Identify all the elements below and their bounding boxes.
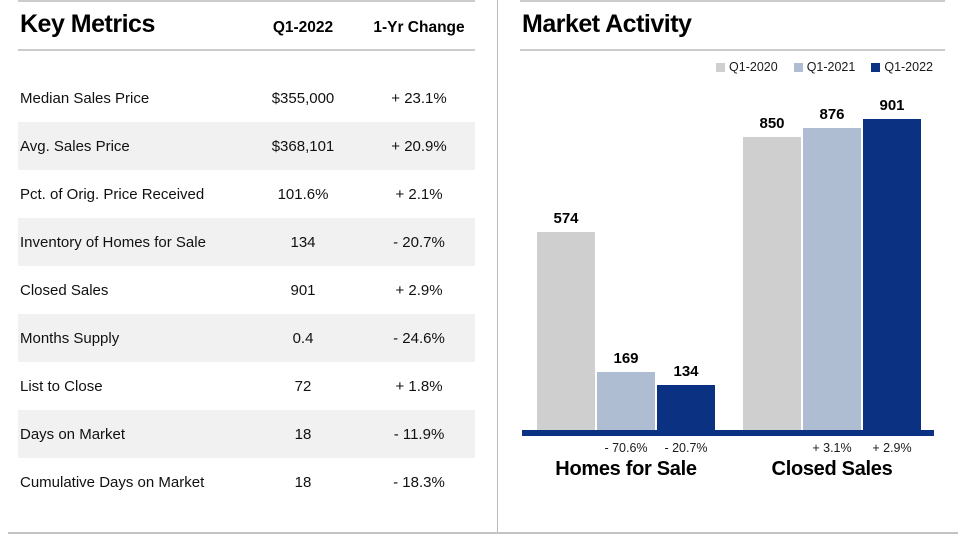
metric-label: Cumulative Days on Market <box>20 473 205 491</box>
table-row: Pct. of Orig. Price Received 101.6% + 2.1% <box>18 170 475 218</box>
legend-swatch-icon <box>716 62 726 72</box>
bar-value-label: 876 <box>819 106 845 123</box>
legend-label: Q1-2022 <box>884 60 933 74</box>
table-row: List to Close 72 + 1.8% <box>18 362 475 410</box>
metric-label: Closed Sales <box>20 281 109 299</box>
change-label: - 70.6% <box>604 441 648 455</box>
metric-label: List to Close <box>20 377 103 395</box>
table-row: Inventory of Homes for Sale 134 - 20.7% <box>18 218 475 266</box>
metric-change: - 18.3% <box>393 473 445 491</box>
change-label-row: + 3.1% + 2.9% <box>743 441 921 455</box>
legend-label: Q1-2021 <box>806 60 856 74</box>
table-row: Avg. Sales Price $368,101 + 20.9% <box>18 122 475 170</box>
bar-q1-2022 <box>863 119 921 431</box>
category-label: Homes for Sale <box>555 458 697 480</box>
metric-change: + 1.8% <box>395 377 443 395</box>
column-header-change: 1-Yr Change <box>373 19 465 36</box>
metric-label: Median Sales Price <box>20 89 150 107</box>
metric-value: 134 <box>290 233 316 251</box>
metric-value: 101.6% <box>277 185 329 203</box>
bottom-rule <box>8 532 958 534</box>
metric-change: + 2.9% <box>395 281 443 299</box>
change-label-row: - 70.6% - 20.7% <box>537 441 715 455</box>
metric-value: 18 <box>294 425 312 443</box>
bar-q1-2020 <box>743 137 801 431</box>
metric-value: 901 <box>290 281 316 299</box>
market-activity-title: Market Activity <box>522 10 692 38</box>
chart-legend: Q1-2020 Q1-2021 Q1-2022 <box>716 60 933 74</box>
legend-item: Q1-2020 <box>716 60 778 74</box>
metric-label: Days on Market <box>20 425 126 443</box>
change-label: + 3.1% <box>812 441 852 455</box>
bar-slot: 850 <box>743 115 801 431</box>
bar-slot: 134 <box>657 363 715 431</box>
legend-item: Q1-2021 <box>793 60 856 74</box>
metric-value: $368,101 <box>271 137 335 155</box>
change-label <box>537 441 595 455</box>
key-metrics-panel: Key Metrics Q1-2022 1-Yr Change Median S… <box>18 0 475 533</box>
legend-swatch-icon <box>793 62 803 72</box>
metric-value: 18 <box>294 473 312 491</box>
change-label <box>743 441 801 455</box>
bar-group: 574 169 134 <box>537 210 715 431</box>
legend-swatch-icon <box>871 62 881 72</box>
change-label: - 20.7% <box>664 441 708 455</box>
market-activity-panel: Market Activity Q1-2020 Q1-2021 Q1-2022 57… <box>520 0 945 533</box>
table-row: Months Supply 0.4 - 24.6% <box>18 314 475 362</box>
category-label: Closed Sales <box>771 458 893 480</box>
bar-q1-2021 <box>803 128 861 431</box>
bar-q1-2020 <box>537 232 595 431</box>
legend-label: Q1-2020 <box>729 60 778 74</box>
metric-change: + 23.1% <box>391 89 447 107</box>
metric-label: Months Supply <box>20 329 120 347</box>
table-row: Cumulative Days on Market 18 - 18.3% <box>18 458 475 506</box>
table-row: Closed Sales 901 + 2.9% <box>18 266 475 314</box>
metric-label: Pct. of Orig. Price Received <box>20 185 205 203</box>
vertical-divider <box>497 0 498 533</box>
metric-label: Inventory of Homes for Sale <box>20 233 206 251</box>
bar-value-label: 901 <box>879 97 905 114</box>
table-row: Days on Market 18 - 11.9% <box>18 410 475 458</box>
bar-slot: 574 <box>537 210 595 431</box>
metric-change: - 11.9% <box>393 425 445 443</box>
bar-q1-2022 <box>657 385 715 431</box>
bar-q1-2021 <box>597 372 655 431</box>
metric-value: 72 <box>294 377 312 395</box>
metric-change: + 2.1% <box>395 185 443 203</box>
column-header-quarter: Q1-2022 <box>272 19 334 36</box>
legend-item: Q1-2022 <box>871 60 933 74</box>
metric-value: $355,000 <box>271 89 335 107</box>
chart-x-axis <box>522 430 934 436</box>
metric-label: Avg. Sales Price <box>20 137 130 155</box>
change-label: + 2.9% <box>872 441 912 455</box>
metric-change: - 24.6% <box>393 329 445 347</box>
market-activity-header: Market Activity <box>520 0 945 51</box>
key-metrics-header: Key Metrics Q1-2022 1-Yr Change <box>18 0 475 51</box>
bar-slot: 901 <box>863 97 921 431</box>
bar-value-label: 850 <box>759 115 785 132</box>
bar-value-label: 169 <box>613 350 639 367</box>
key-metrics-rows: Median Sales Price $355,000 + 23.1% Avg. Sa… <box>18 74 475 506</box>
metric-value: 0.4 <box>292 329 314 347</box>
bar-chart: 574 169 134 850 876 901 <box>522 92 934 431</box>
bar-value-label: 574 <box>553 210 579 227</box>
bar-slot: 169 <box>597 350 655 431</box>
metric-change: - 20.7% <box>393 233 445 251</box>
table-row: Median Sales Price $355,000 + 23.1% <box>18 74 475 122</box>
key-metrics-title: Key Metrics <box>20 10 155 38</box>
bar-value-label: 134 <box>673 363 699 380</box>
metric-change: + 20.9% <box>391 137 447 155</box>
bar-slot: 876 <box>803 106 861 431</box>
bar-group: 850 876 901 <box>743 97 921 431</box>
